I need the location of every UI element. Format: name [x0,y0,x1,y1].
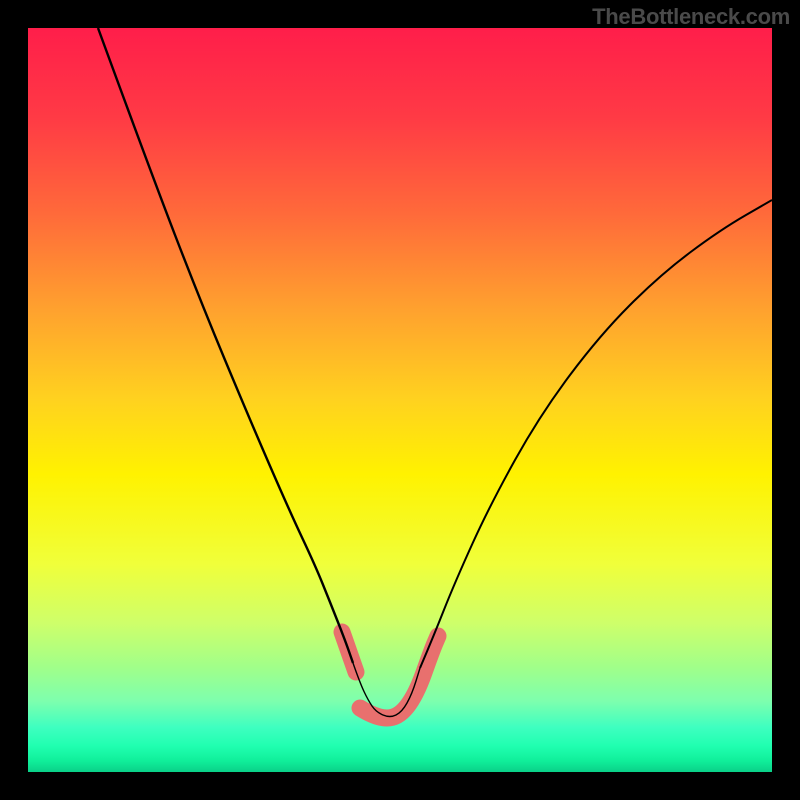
watermark-text: TheBottleneck.com [592,4,790,30]
bottleneck-curve-chart [0,0,800,800]
chart-container: TheBottleneck.com [0,0,800,800]
